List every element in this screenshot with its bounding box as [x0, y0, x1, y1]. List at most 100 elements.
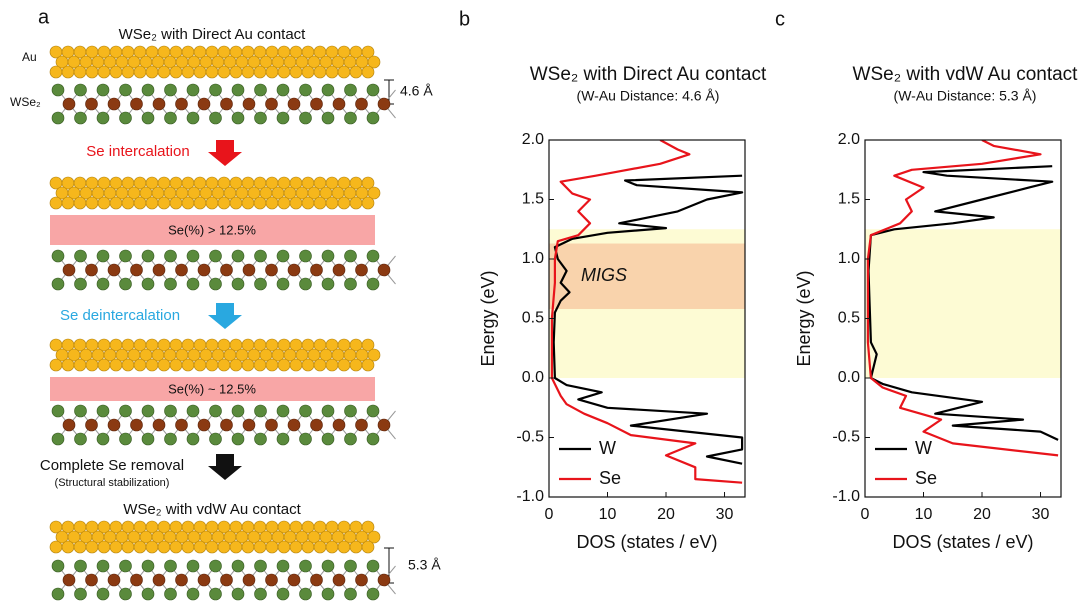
se-atom [75, 112, 87, 124]
se-atom [187, 250, 199, 262]
au-atom [206, 66, 218, 78]
au-atom [134, 66, 146, 78]
w-atom [378, 419, 390, 431]
se-atom [232, 250, 244, 262]
se-atom [52, 250, 64, 262]
w-atom [108, 264, 120, 276]
w-atom [378, 98, 390, 110]
se-atom [142, 278, 154, 290]
w-atom [63, 264, 75, 276]
au-atom [242, 197, 254, 209]
au-atom [290, 197, 302, 209]
shaded-band [549, 244, 745, 309]
x-tick-label: 30 [1032, 506, 1050, 523]
se-atom [187, 84, 199, 96]
w-atom [176, 264, 188, 276]
chart-title: WSe₂ with Direct Au contact [530, 64, 767, 85]
se-atom [142, 560, 154, 572]
se-atom [165, 405, 177, 417]
se-atom [367, 588, 379, 600]
se-atom [367, 278, 379, 290]
au-atom [86, 66, 98, 78]
w-atom [311, 419, 323, 431]
au-atom [134, 359, 146, 371]
se-atom [322, 560, 334, 572]
x-tick-label: 20 [657, 506, 675, 523]
au-atom [134, 541, 146, 553]
se-atom [187, 433, 199, 445]
w-atom [176, 98, 188, 110]
se-band-label: Se(%) ~ 12.5% [168, 381, 256, 396]
x-axis-label: DOS (states / eV) [576, 532, 717, 552]
figure: a WSe₂ with Direct Au contact Au WSe₂ 4.… [0, 0, 1078, 603]
au-atom [110, 541, 122, 553]
se-atom [187, 278, 199, 290]
band-label: MIGS [581, 265, 627, 285]
w-atom [131, 574, 143, 586]
au-atom [266, 66, 278, 78]
au-atom [206, 197, 218, 209]
au-atom [290, 541, 302, 553]
se-atom [255, 433, 267, 445]
se-atom [322, 112, 334, 124]
au-atom [314, 359, 326, 371]
se-atom [187, 588, 199, 600]
w-atom [266, 98, 278, 110]
au-atom [194, 541, 206, 553]
w-atom [198, 264, 210, 276]
step-label: Se intercalation [86, 143, 189, 160]
au-atom [170, 541, 182, 553]
se-atom [165, 250, 177, 262]
se-atom [210, 560, 222, 572]
legend-label: W [599, 438, 616, 458]
se-atom [210, 250, 222, 262]
au-atom [194, 66, 206, 78]
se-atom [255, 588, 267, 600]
au-atom [206, 359, 218, 371]
y-tick-label: 0.5 [522, 310, 544, 327]
au-atom [62, 359, 74, 371]
arrow [208, 140, 242, 166]
se-atom [165, 112, 177, 124]
au-atom [86, 359, 98, 371]
w-atom [221, 98, 233, 110]
w-atom [311, 264, 323, 276]
au-atom [350, 197, 362, 209]
se-atom [97, 588, 109, 600]
legend-label: Se [599, 468, 621, 488]
se-atom [345, 405, 357, 417]
x-tick-label: 10 [599, 506, 617, 523]
se-atom [232, 560, 244, 572]
se-atom [120, 112, 132, 124]
x-tick-label: 30 [716, 506, 734, 523]
w-atom [108, 574, 120, 586]
au-atom [278, 541, 290, 553]
w-atom [356, 98, 368, 110]
se-atom [232, 112, 244, 124]
au-atom [62, 66, 74, 78]
se-atom [120, 433, 132, 445]
au-atom [74, 541, 86, 553]
au-atom [98, 197, 110, 209]
se-atom [277, 112, 289, 124]
gap-label: 5.3 Å [408, 557, 441, 573]
au-atom [218, 359, 230, 371]
se-atom [210, 433, 222, 445]
se-atom [142, 433, 154, 445]
se-atom [52, 433, 64, 445]
se-atom [75, 278, 87, 290]
se-atom [277, 560, 289, 572]
se-atom [210, 405, 222, 417]
au-atom [74, 197, 86, 209]
se-atom [75, 250, 87, 262]
se-atom [300, 84, 312, 96]
au-atom [362, 197, 374, 209]
au-atom [338, 197, 350, 209]
se-atom [300, 278, 312, 290]
au-atom [254, 197, 266, 209]
arrow [208, 303, 242, 329]
au-atom [182, 359, 194, 371]
au-atom [290, 66, 302, 78]
se-atom [52, 278, 64, 290]
w-atom [63, 98, 75, 110]
